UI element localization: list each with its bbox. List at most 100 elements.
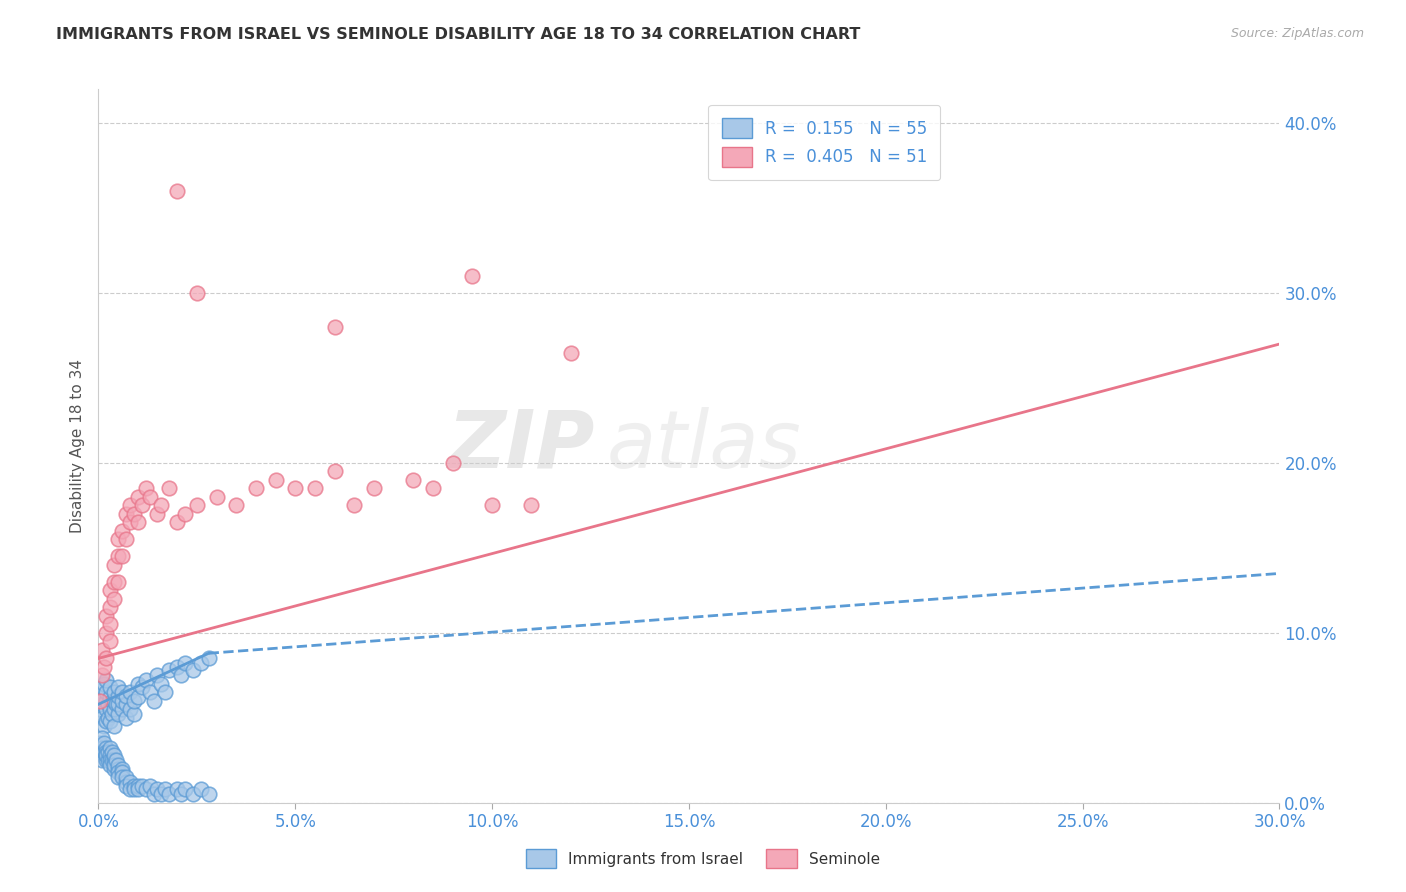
Point [107,762,129,776]
Point [91,690,114,705]
Point [111,549,134,564]
Point [122,779,145,793]
Point [98,600,121,615]
Point [118,702,141,716]
Point [131,680,153,694]
Point [89,736,111,750]
Point [96,741,118,756]
Point [96,748,118,763]
Point [127,782,149,797]
Point [135,482,157,496]
Point [155,782,177,797]
Text: ZIP: ZIP [447,407,595,485]
Point [402,473,425,487]
Point [181,787,204,801]
Point [142,694,165,708]
Point [186,286,208,301]
Point [122,507,145,521]
Point [107,689,129,703]
Point [441,456,464,470]
Point [323,465,346,479]
Point [91,698,114,712]
Point [103,748,125,763]
Point [91,711,114,725]
Point [142,787,165,801]
Point [127,490,149,504]
Point [481,499,503,513]
Point [98,702,121,716]
Point [91,745,114,759]
Point [170,668,193,682]
Point [127,516,149,530]
Point [96,714,118,729]
Text: IMMIGRANTS FROM ISRAEL VS SEMINOLE DISABILITY AGE 18 TO 34 CORRELATION CHART: IMMIGRANTS FROM ISRAEL VS SEMINOLE DISAB… [56,27,860,42]
Point [97,698,120,712]
Point [118,775,141,789]
Text: atlas: atlas [606,407,801,485]
Point [343,499,366,513]
Point [138,685,160,699]
Point [91,753,114,767]
Point [91,741,114,756]
Point [111,702,134,716]
Point [107,533,129,547]
Point [205,490,228,504]
Point [131,499,153,513]
Point [131,779,153,793]
Point [245,482,267,496]
Point [105,698,128,712]
Point [93,719,115,733]
Point [97,753,120,767]
Point [166,782,188,797]
Point [111,762,134,776]
Point [135,782,157,797]
Point [101,707,124,722]
Point [157,482,180,496]
Point [93,736,115,750]
Point [122,782,145,797]
Legend: Immigrants from Israel, Seminole: Immigrants from Israel, Seminole [517,841,889,875]
Y-axis label: Disability Age 18 to 34: Disability Age 18 to 34 [69,359,84,533]
Point [157,787,180,801]
Point [520,499,543,513]
Point [422,482,444,496]
Point [103,694,125,708]
Point [118,782,141,797]
Point [96,694,118,708]
Point [174,782,197,797]
Point [461,269,484,284]
Point [138,490,160,504]
Point [93,660,115,674]
Point [98,617,121,632]
Point [115,698,138,712]
Point [96,702,118,716]
Point [118,685,141,699]
Point [98,634,121,648]
Point [166,184,188,198]
Point [107,758,129,772]
Point [98,748,121,763]
Point [98,690,121,705]
Point [174,657,197,671]
Point [96,745,118,759]
Point [115,770,138,784]
Point [103,762,125,776]
Point [103,753,125,767]
Point [150,499,173,513]
Point [138,779,160,793]
Point [96,673,118,688]
Point [98,758,121,772]
Point [197,787,219,801]
Point [150,677,173,691]
Point [103,719,125,733]
Point [91,731,114,746]
Point [103,591,125,606]
Point [97,745,120,759]
Point [190,782,212,797]
Point [91,643,114,657]
Point [98,680,121,694]
Point [190,657,212,671]
Point [103,685,125,699]
Point [146,782,169,797]
Point [107,574,129,589]
